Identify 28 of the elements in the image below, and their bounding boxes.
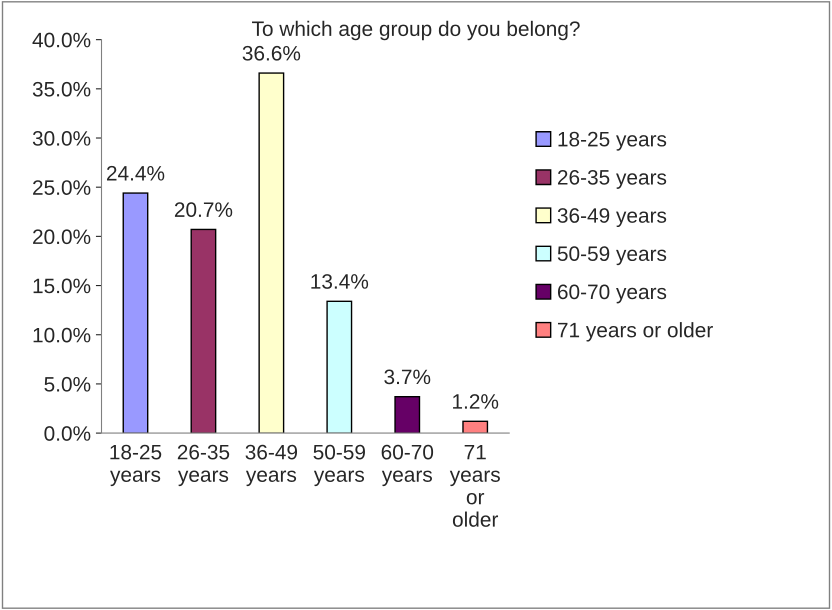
legend-label: 60-70 years — [558, 284, 666, 304]
legend-label: 18-25 years — [558, 132, 666, 151]
y-tick-label: 10.0% — [34, 328, 90, 342]
y-tick-label: 40.0% — [32, 32, 90, 48]
legend-label: 50-59 years — [558, 246, 666, 266]
data-label: 3.7% — [384, 370, 430, 384]
x-tick-label: 71 years or older — [450, 444, 500, 527]
data-label: 24.4% — [106, 166, 164, 181]
data-label: 36.6% — [242, 46, 300, 61]
x-tick-label: 26-35 years — [178, 444, 230, 486]
data-label: 13.4% — [311, 274, 368, 289]
x-tick-label: 18-25 years — [110, 444, 162, 486]
y-tick-label: 35.0% — [32, 82, 90, 97]
y-tick-label: 30.0% — [32, 131, 90, 146]
y-tick-label: 15.0% — [34, 278, 90, 294]
data-label: 20.7% — [174, 202, 232, 218]
y-tick-label: 20.0% — [33, 229, 90, 244]
legend-label: 26-35 years — [558, 170, 666, 189]
y-tick-label: 25.0% — [33, 180, 90, 195]
data-label: 1.2% — [453, 394, 498, 409]
legend-label: 36-49 years — [558, 208, 666, 227]
y-tick-label: 5.0% — [44, 376, 90, 392]
x-tick-label: 60-70 years — [382, 444, 434, 486]
x-tick-label: 50-59 years — [314, 444, 365, 486]
y-tick-label: 0.0% — [44, 426, 90, 441]
legend-label: 71 years or older — [558, 322, 713, 342]
x-tick-label: 36-49 years — [246, 444, 298, 486]
chart-title: To which age group do you belong? — [252, 20, 580, 40]
